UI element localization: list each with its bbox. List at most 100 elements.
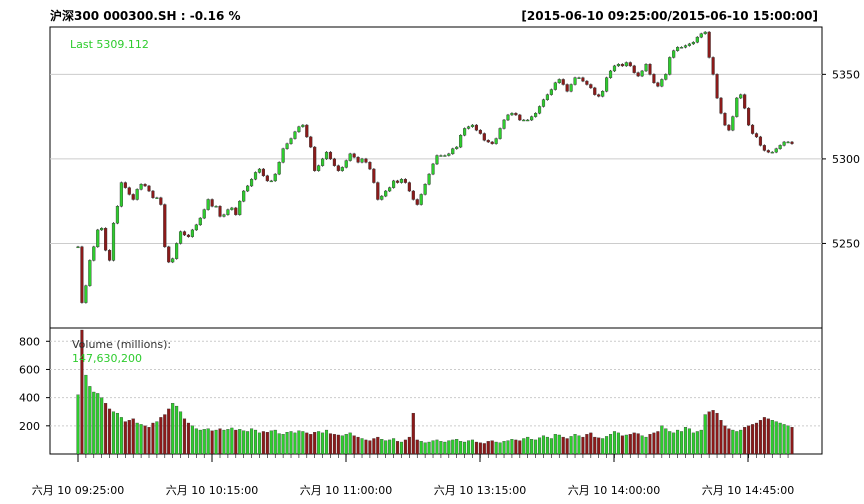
candle-body	[723, 113, 727, 126]
candle-body	[143, 184, 147, 187]
candle-body	[281, 148, 285, 163]
candle-body	[439, 155, 443, 157]
volume-bar	[182, 418, 187, 455]
volume-bar	[691, 432, 695, 455]
volume-bar	[766, 418, 770, 455]
candle-body	[309, 136, 313, 148]
candle-body	[111, 222, 116, 261]
volume-bar	[459, 441, 463, 455]
volume-bar	[762, 417, 766, 455]
candle-body	[257, 168, 262, 173]
volume-bar	[202, 429, 206, 455]
candle-body	[391, 180, 396, 188]
candle-body	[691, 42, 695, 45]
volume-bar	[186, 422, 190, 455]
candle-body	[656, 82, 660, 87]
candle-body	[486, 140, 490, 143]
candle-body	[750, 124, 755, 134]
candle-body	[612, 65, 617, 72]
candle-body	[679, 47, 684, 49]
candle-body	[510, 113, 514, 116]
candle-body	[238, 200, 242, 215]
candle-body	[119, 182, 123, 207]
candle-body	[96, 229, 100, 248]
volume-bar	[253, 429, 258, 455]
volume-bar	[364, 439, 368, 455]
volume-bar	[743, 427, 747, 455]
volume-bar	[336, 434, 340, 455]
volume-tick-label: 400	[19, 392, 40, 405]
candle-body	[719, 97, 723, 114]
volume-bar	[439, 441, 443, 455]
candle-body	[269, 180, 273, 183]
candle-body	[167, 246, 171, 263]
volume-bar	[447, 440, 451, 455]
candle-body	[399, 178, 404, 183]
candle-body	[530, 116, 534, 121]
volume-bar	[557, 434, 561, 455]
candle-body	[537, 106, 542, 114]
candle-body	[620, 64, 624, 67]
candle-body	[541, 99, 546, 107]
candle-body	[518, 114, 522, 121]
candle-body	[147, 185, 151, 192]
candle-body	[451, 148, 455, 155]
x-tick-label: 六月 10 13:15:00	[434, 484, 526, 497]
volume-bar	[218, 428, 222, 455]
volume-bar	[774, 421, 778, 455]
candle-body	[557, 79, 561, 84]
volume-tick-label: 600	[19, 363, 40, 376]
volume-bar	[498, 442, 502, 455]
volume-bar	[676, 429, 680, 455]
volume-bar	[518, 440, 522, 455]
candle-body	[135, 189, 139, 200]
candle-body	[644, 64, 648, 72]
volume-bar	[482, 443, 486, 455]
volume-bar	[632, 432, 636, 455]
volume-bar	[285, 432, 289, 455]
candle-body	[261, 168, 265, 177]
volume-bar	[435, 439, 439, 455]
volume-bar	[612, 431, 617, 455]
volume-bar	[277, 433, 281, 455]
candle-body	[356, 157, 360, 163]
candle-body	[616, 64, 621, 67]
candle-body	[297, 126, 301, 133]
candle-body	[758, 136, 763, 146]
candle-body	[332, 158, 336, 166]
volume-bar	[585, 434, 589, 455]
candle-body	[202, 209, 206, 219]
volume-bar	[159, 417, 163, 455]
volume-bar	[790, 427, 794, 455]
volume-bar	[443, 441, 447, 455]
volume-bar	[731, 429, 735, 455]
candle-body	[660, 79, 664, 87]
volume-bar	[478, 442, 482, 455]
volume-bar	[747, 425, 751, 455]
volume-bar	[348, 432, 352, 455]
candle-body	[601, 91, 605, 97]
volume-bar	[751, 424, 755, 455]
volume-bar	[92, 391, 96, 455]
candle-body	[522, 119, 526, 122]
volume-bar	[723, 425, 727, 455]
volume-bar	[494, 441, 498, 455]
candle-body	[573, 77, 577, 85]
volume-bar	[222, 429, 226, 455]
candle-body	[474, 124, 479, 131]
volume-bar	[411, 412, 415, 455]
volume-bar	[739, 429, 743, 455]
volume-bar	[470, 439, 475, 455]
candle-body	[731, 116, 735, 131]
candle-body	[194, 224, 198, 231]
candle-body	[565, 84, 569, 92]
candle-body	[561, 79, 565, 85]
volume-bar	[175, 405, 179, 455]
candle-body	[711, 57, 715, 75]
volume-bar	[104, 403, 108, 455]
candle-body	[328, 151, 333, 160]
volume-bar	[703, 414, 707, 455]
volume-bar	[687, 428, 691, 455]
volume-bar	[127, 420, 131, 455]
volume-bar	[770, 420, 774, 455]
